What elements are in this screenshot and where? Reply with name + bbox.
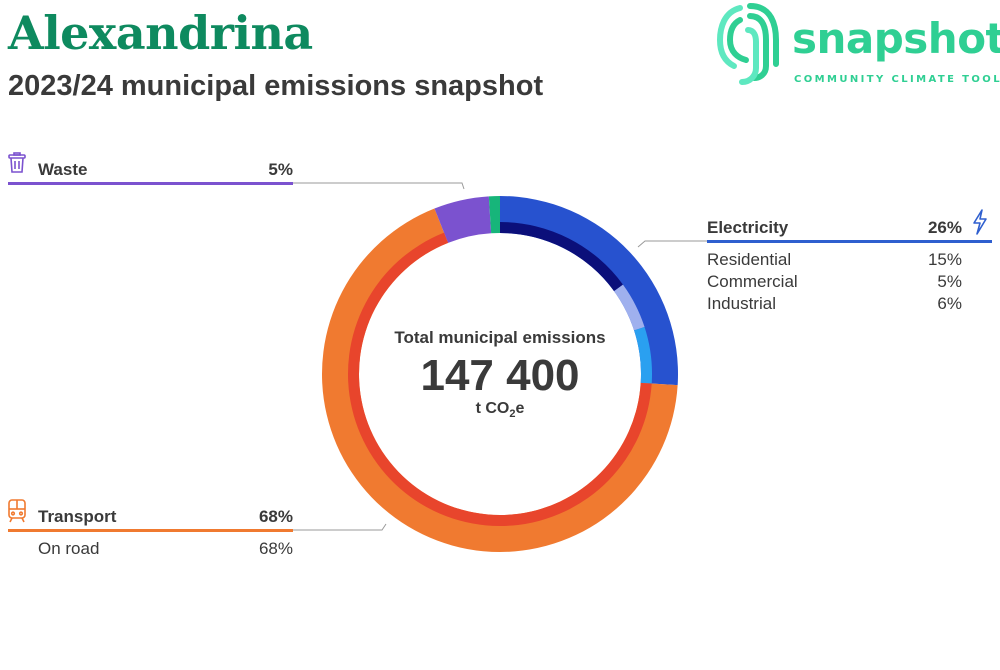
- transport-sub-on-road: On road 68%: [38, 539, 293, 561]
- trash-bin-icon: [8, 152, 26, 173]
- waste-percent: 5%: [268, 160, 293, 179]
- waste-label: Waste: [38, 160, 88, 179]
- total-label: Total municipal emissions: [394, 328, 606, 347]
- lightning-bolt-icon: [973, 209, 987, 235]
- donut-slice-electricity: [500, 196, 678, 386]
- electricity-sub-residential: Residential 15%: [707, 250, 962, 272]
- donut-slice-waste: [434, 196, 492, 243]
- transport-underline: [8, 529, 293, 532]
- donut-inner-slice-residential: [500, 222, 623, 292]
- logo-tagline: COMMUNITY CLIMATE TOOL: [794, 74, 1000, 85]
- electricity-category: Electricity 26%: [707, 218, 962, 240]
- donut-inner-slice-commercial: [614, 284, 645, 331]
- electricity-leader-line: [637, 240, 707, 248]
- sub-label: Industrial: [707, 294, 776, 313]
- sub-percent: 68%: [258, 539, 293, 558]
- page-title: Alexandrina: [8, 6, 313, 60]
- page-subtitle: 2023/24 municipal emissions snapshot: [8, 70, 544, 102]
- waste-category: Waste 5%: [38, 160, 293, 182]
- sub-percent: 6%: [937, 294, 962, 313]
- donut-center: Total municipal emissions 147 400 t CO2e: [360, 328, 640, 421]
- transport-leader-line: [293, 523, 387, 531]
- transport-category: Transport 68%: [38, 507, 293, 529]
- train-icon: [8, 499, 26, 523]
- total-value: 147 400: [420, 351, 580, 400]
- electricity-sub-commercial: Commercial 5%: [707, 272, 962, 294]
- electricity-underline: [707, 240, 992, 243]
- electricity-label: Electricity: [707, 218, 789, 237]
- transport-percent: 68%: [258, 507, 293, 526]
- waste-leader-line: [293, 182, 465, 190]
- sub-percent: 15%: [927, 250, 962, 269]
- transport-label: Transport: [38, 507, 117, 526]
- fingerprint-swirl-icon: [716, 3, 779, 85]
- donut-slice-other: [488, 196, 500, 234]
- donut-inner-slice-industrial: [634, 327, 653, 384]
- sub-label: On road: [38, 539, 100, 558]
- electricity-percent: 26%: [927, 218, 962, 237]
- logo-wordmark: snapshot: [792, 14, 1000, 63]
- sub-percent: 5%: [937, 272, 962, 291]
- sub-label: Commercial: [707, 272, 798, 291]
- waste-underline: [8, 182, 293, 185]
- electricity-sub-industrial: Industrial 6%: [707, 294, 962, 316]
- snapshot-logo: snapshot COMMUNITY CLIMATE TOOL: [714, 0, 1000, 90]
- sub-label: Residential: [707, 250, 792, 269]
- total-unit: t CO2e: [475, 400, 525, 421]
